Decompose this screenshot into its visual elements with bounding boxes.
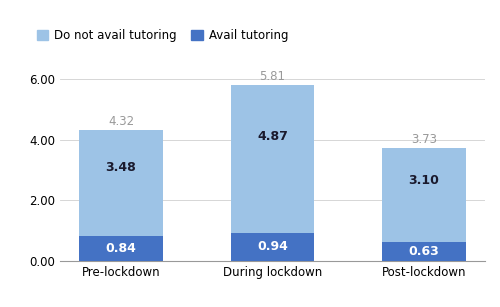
Text: 0.94: 0.94 bbox=[257, 240, 288, 253]
Legend: Do not avail tutoring, Avail tutoring: Do not avail tutoring, Avail tutoring bbox=[32, 24, 293, 47]
Text: 3.48: 3.48 bbox=[106, 161, 136, 174]
Bar bbox=[382, 242, 466, 261]
Text: 0.63: 0.63 bbox=[408, 245, 440, 258]
Bar bbox=[231, 85, 314, 232]
Text: 3.10: 3.10 bbox=[408, 174, 440, 188]
Text: 0.84: 0.84 bbox=[106, 242, 136, 255]
Text: 4.32: 4.32 bbox=[108, 115, 134, 128]
Bar bbox=[80, 130, 162, 235]
Bar bbox=[382, 148, 466, 242]
Text: 5.81: 5.81 bbox=[260, 70, 285, 84]
Text: 3.73: 3.73 bbox=[411, 133, 437, 146]
Bar bbox=[231, 232, 314, 261]
Text: 4.87: 4.87 bbox=[257, 130, 288, 143]
Bar bbox=[80, 235, 162, 261]
